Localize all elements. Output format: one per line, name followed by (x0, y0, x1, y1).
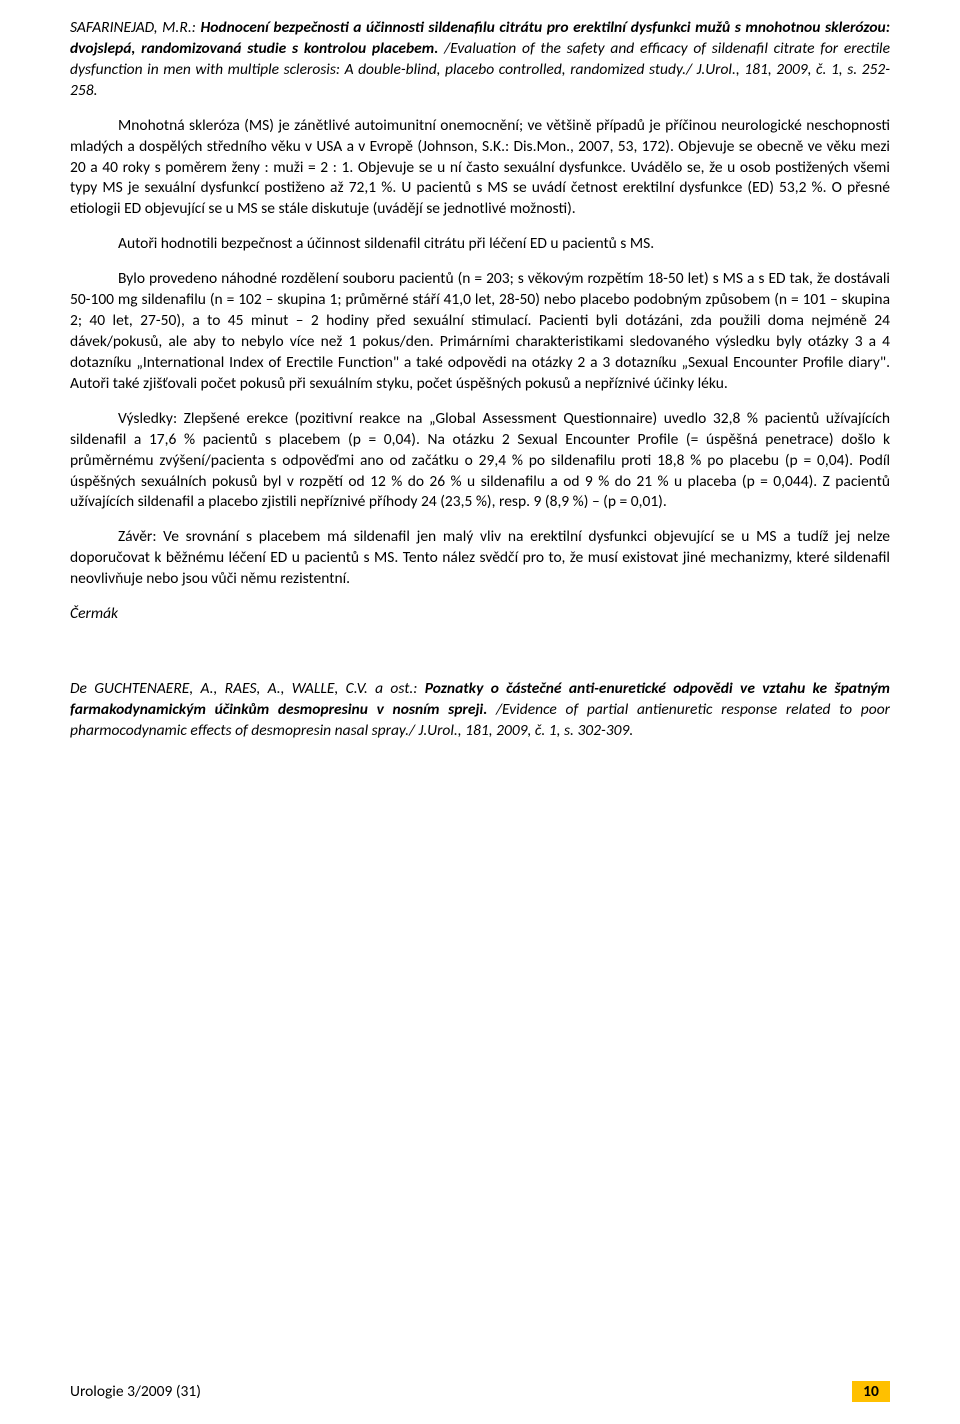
signature: Čermák (70, 604, 890, 623)
second-reference: De GUCHTENAERE, A., RAES, A., WALLE, C.V… (70, 679, 890, 742)
ref-author: SAFARINEJAD, M.R.: (70, 18, 200, 37)
document-page: SAFARINEJAD, M.R.: Hodnocení bezpečnosti… (0, 0, 960, 1424)
page-number: 10 (852, 1381, 890, 1402)
paragraph-results: Výsledky: Zlepšené erekce (pozitivní rea… (70, 409, 890, 514)
paragraph-conclusion: Závěr: Ve srovnání s placebem má sildena… (70, 527, 890, 590)
issue-label: Urologie 3/2009 (31) (70, 1382, 852, 1401)
paragraph-aim: Autoři hodnotili bezpečnost a účinnost s… (70, 234, 890, 255)
paragraph-methods: Bylo provedeno náhodné rozdělení souboru… (70, 269, 890, 395)
paragraph-intro: Mnohotná skleróza (MS) je zánětlivé auto… (70, 116, 890, 221)
page-footer: Urologie 3/2009 (31) 10 (70, 1381, 890, 1402)
spacer (70, 623, 890, 679)
ref2-authors: De GUCHTENAERE, A., RAES, A., WALLE, C.V… (70, 679, 425, 698)
reference-header: SAFARINEJAD, M.R.: Hodnocení bezpečnosti… (70, 18, 890, 102)
